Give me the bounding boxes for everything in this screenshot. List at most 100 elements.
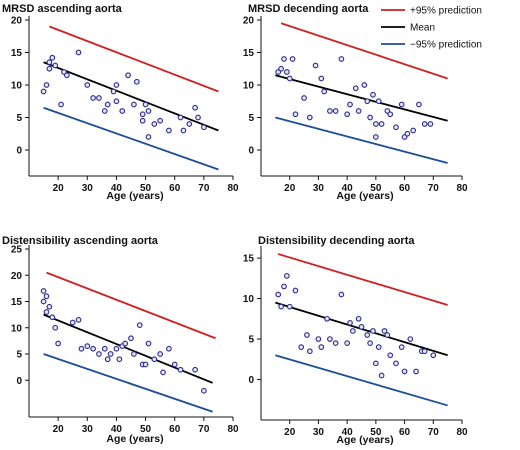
data-point <box>332 340 339 346</box>
y-tick-label: 10 <box>11 323 23 334</box>
data-point <box>116 356 123 363</box>
data-point <box>43 82 50 88</box>
data-point <box>151 356 158 363</box>
data-point <box>78 345 85 352</box>
data-point <box>283 273 290 279</box>
data-point <box>370 91 376 98</box>
x-tick-label: 70 <box>198 424 210 435</box>
x-tick-label: 20 <box>53 183 65 194</box>
data-point <box>166 127 172 134</box>
line-lower <box>43 106 219 171</box>
data-point <box>96 351 102 357</box>
data-point <box>355 108 362 114</box>
y-tick-label: 0 <box>16 376 22 387</box>
data-point <box>304 332 310 338</box>
data-point <box>90 345 96 352</box>
data-point <box>370 328 376 334</box>
data-point <box>43 309 50 315</box>
data-point <box>145 134 152 140</box>
data-point <box>278 65 284 72</box>
y-tick-label: 5 <box>248 113 254 124</box>
data-point <box>312 62 319 69</box>
data-point <box>355 315 362 322</box>
chart-title: Distensibility ascending aorta <box>2 235 159 247</box>
data-point <box>416 101 422 108</box>
data-point <box>104 101 111 108</box>
data-point <box>40 88 47 95</box>
x-tick-label: 50 <box>370 427 382 438</box>
data-point <box>306 114 313 121</box>
x-tick-label: 80 <box>456 427 468 438</box>
data-point <box>64 72 70 79</box>
data-point <box>373 360 379 367</box>
data-point <box>119 108 126 114</box>
data-point <box>373 121 379 127</box>
data-point <box>58 101 64 108</box>
data-point <box>160 369 166 376</box>
data-point <box>145 340 152 347</box>
line-lower <box>43 353 213 413</box>
data-point <box>421 348 428 355</box>
x-tick-label: 80 <box>456 183 468 194</box>
x-axis-label: Age (years) <box>106 190 163 202</box>
y-tick-label: 0 <box>16 146 22 157</box>
data-point <box>344 111 350 118</box>
chart-panel-2: MRSD decending aorta 0 5 10 15 20 20 30 40 50 60 70… <box>243 3 468 202</box>
data-point <box>318 75 325 82</box>
data-point <box>301 95 307 101</box>
chart-title: MRSD decending aorta <box>248 3 369 15</box>
data-point <box>393 360 399 367</box>
data-point <box>375 344 382 350</box>
x-tick-label: 30 <box>82 424 94 435</box>
x-tick-label: 20 <box>284 427 296 438</box>
data-point <box>413 368 419 375</box>
y-tick-label: 15 <box>11 48 23 59</box>
x-tick-label: 50 <box>370 183 382 194</box>
data-point <box>430 352 437 359</box>
x-tick-label: 50 <box>140 183 152 194</box>
x-tick-label: 40 <box>111 183 123 194</box>
data-point <box>113 98 120 105</box>
x-tick-label: 80 <box>227 183 239 194</box>
line-upper <box>46 271 216 340</box>
data-point <box>139 111 146 118</box>
y-tick-label: 5 <box>248 335 254 346</box>
x-tick-label: 20 <box>284 183 296 194</box>
data-point <box>401 368 408 375</box>
data-point <box>292 287 299 294</box>
data-point <box>40 288 47 294</box>
data-point <box>373 134 379 140</box>
data-point <box>201 124 207 131</box>
line-upper <box>280 22 448 80</box>
line-upper <box>49 25 219 93</box>
y-tick-label: 10 <box>11 81 23 92</box>
data-point <box>421 121 428 127</box>
data-point <box>180 127 187 134</box>
data-point <box>387 111 394 118</box>
x-tick-label: 60 <box>169 424 181 435</box>
data-point <box>128 335 134 342</box>
data-point <box>427 121 434 127</box>
y-tick-label: 0 <box>248 146 254 157</box>
data-point <box>139 117 146 124</box>
data-point <box>107 351 114 357</box>
y-tick-label: 20 <box>243 16 255 27</box>
data-point <box>186 121 193 127</box>
data-point <box>364 98 371 105</box>
data-point <box>332 108 339 114</box>
data-point <box>177 366 184 373</box>
data-point <box>344 340 350 346</box>
data-point <box>321 88 328 95</box>
x-tick-label: 60 <box>169 183 181 194</box>
line-lower <box>275 116 448 164</box>
data-point <box>131 351 137 357</box>
data-point <box>46 59 53 66</box>
data-point <box>358 324 365 330</box>
data-point <box>125 72 131 79</box>
data-point <box>136 322 143 328</box>
legend-label: Mean <box>410 23 435 34</box>
data-point <box>361 82 368 88</box>
data-point <box>142 101 149 108</box>
data-point <box>281 283 287 290</box>
